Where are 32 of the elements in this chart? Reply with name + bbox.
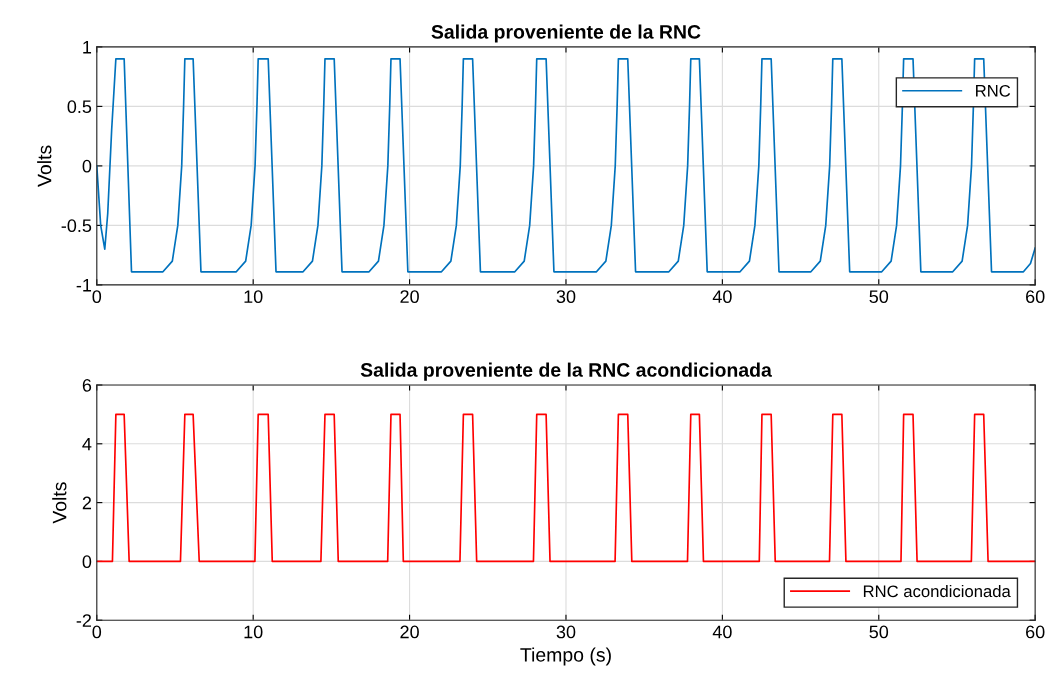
y-tick-label: 0: [82, 159, 92, 173]
y-tick-label: 0: [82, 555, 92, 569]
x-tick-label: 30: [556, 290, 576, 304]
x-tick-label: 50: [869, 290, 889, 304]
y-axis-title: Volts: [37, 145, 52, 187]
y-tick-label: -1: [76, 279, 92, 292]
y-tick-label: 6: [82, 378, 92, 392]
x-tick-label: 40: [712, 625, 732, 639]
x-tick-label: 50: [869, 625, 889, 639]
y-tick-label: 1: [83, 41, 92, 54]
line-series: [96, 57, 1036, 273]
y-tick-label: -2: [76, 614, 92, 627]
legend-label: RNC: [976, 84, 1011, 97]
x-tick-label: 10: [244, 290, 263, 304]
x-tick-label: 0: [92, 625, 102, 639]
x-tick-label: 30: [556, 625, 576, 639]
legend-label: RNC acondicionada: [863, 584, 1011, 598]
x-tick-label: 40: [712, 290, 732, 304]
x-tick-label: 60: [1026, 625, 1045, 639]
x-tick-label: 60: [1026, 290, 1045, 304]
chart-title: Salida proveniente de la RNC: [431, 24, 701, 43]
x-tick-label: 0: [92, 290, 102, 304]
x-tick-label: 20: [400, 290, 419, 304]
y-tick-label: 0.5: [67, 100, 92, 114]
y-tick-label: -0.5: [61, 219, 92, 233]
y-axis-title: Volts: [52, 482, 67, 524]
x-tick-label: 20: [400, 625, 419, 639]
x-axis-title: Tiempo (s): [520, 647, 611, 666]
y-tick-label: 4: [82, 437, 92, 451]
y-tick-label: 2: [82, 496, 92, 510]
x-tick-label: 10: [244, 625, 263, 639]
chart-title: Salida proveniente de la RNC acondicionada: [360, 362, 772, 381]
